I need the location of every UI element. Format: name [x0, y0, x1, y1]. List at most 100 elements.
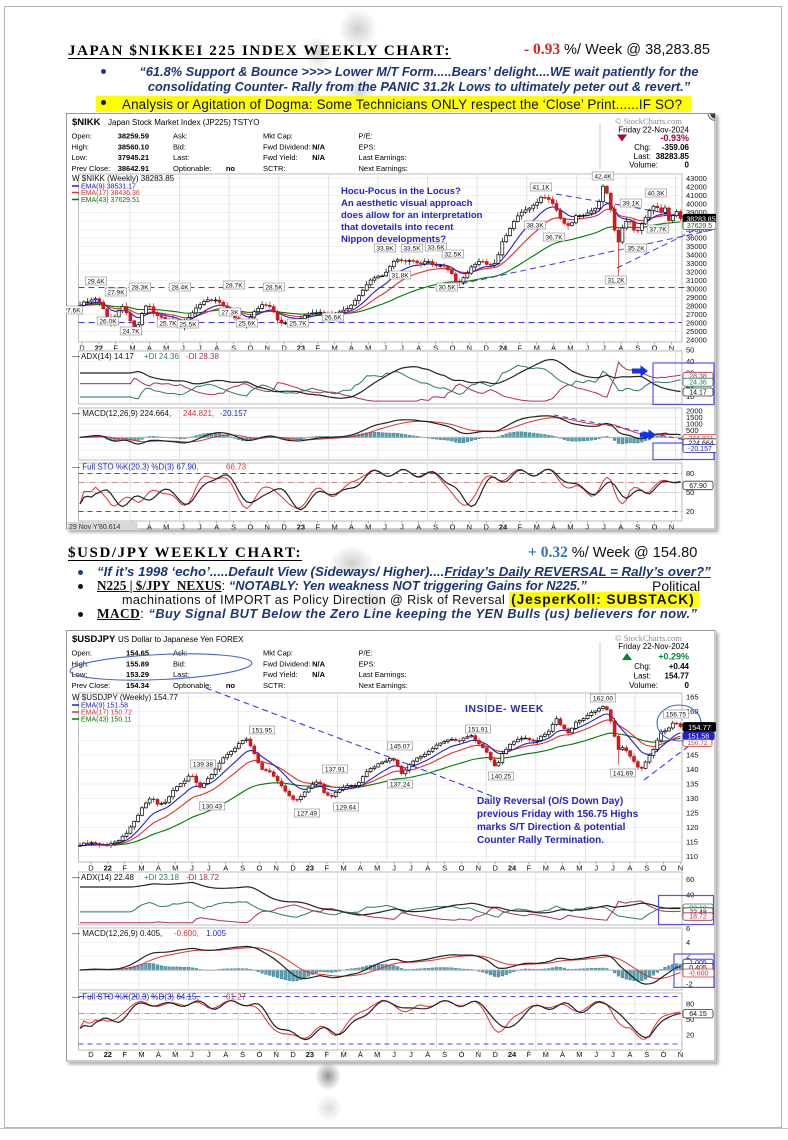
svg-text:S: S [635, 344, 640, 353]
svg-text:27000: 27000 [686, 310, 707, 319]
svg-text:© StockCharts.com: © StockCharts.com [615, 116, 682, 126]
svg-text:F: F [518, 523, 523, 531]
svg-text:150.72: 150.72 [688, 740, 708, 747]
svg-text:M: M [340, 1050, 346, 1059]
svg-text:2000: 2000 [686, 406, 703, 415]
svg-text:A: A [416, 523, 421, 531]
svg-text:Low:: Low: [72, 153, 88, 162]
svg-text:Next Earnings:: Next Earnings: [359, 681, 408, 690]
svg-text:37629.5: 37629.5 [687, 223, 712, 230]
svg-text:EMA(17) 38436.36: EMA(17) 38436.36 [81, 190, 140, 197]
svg-text:Mkt Cap:: Mkt Cap: [263, 649, 293, 658]
svg-text:135: 135 [686, 780, 699, 789]
svg-text:F: F [316, 344, 321, 353]
svg-text:— MACD(12,26,9) 224.664,: — MACD(12,26,9) 224.664, [72, 409, 171, 418]
svg-text:20: 20 [686, 507, 694, 516]
svg-text:154.77: 154.77 [665, 672, 690, 681]
svg-text:N/A: N/A [312, 659, 326, 668]
svg-text:145.07: 145.07 [390, 743, 411, 750]
svg-text:J: J [611, 1050, 615, 1059]
svg-text:27.9K: 27.9K [107, 289, 125, 296]
svg-text:D: D [290, 1050, 296, 1059]
svg-text:165: 165 [686, 693, 699, 702]
svg-text:N/A: N/A [312, 142, 326, 151]
svg-text:125: 125 [686, 809, 699, 818]
svg-text:Last:: Last: [173, 670, 189, 679]
svg-text:0.405: 0.405 [689, 965, 707, 972]
svg-text:1500: 1500 [686, 413, 703, 422]
svg-text:Friday 22-Nov-2024: Friday 22-Nov-2024 [618, 126, 689, 135]
svg-text:-DI 18.72: -DI 18.72 [186, 873, 219, 882]
svg-text:M: M [576, 1050, 582, 1059]
svg-text:22: 22 [104, 864, 112, 873]
svg-text:A: A [425, 864, 430, 873]
svg-text:A: A [214, 344, 219, 353]
svg-text:W $USDJPY (Weekly) 154.77: W $USDJPY (Weekly) 154.77 [72, 693, 179, 702]
svg-text:US Dollar to Japanese Yen FORE: US Dollar to Japanese Yen FOREX [118, 635, 244, 644]
svg-text:S: S [433, 344, 438, 353]
svg-text:M: M [534, 344, 540, 353]
svg-text:N: N [467, 344, 472, 353]
svg-text:A: A [627, 1050, 632, 1059]
svg-text:A: A [627, 864, 632, 873]
svg-text:P/E:: P/E: [359, 132, 373, 141]
svg-text:66.73: 66.73 [226, 463, 247, 472]
svg-text:+0.29%: +0.29% [658, 652, 689, 662]
svg-text:Fwd Dividend:: Fwd Dividend: [263, 142, 311, 151]
svg-text:-20.157: -20.157 [220, 409, 248, 418]
svg-text:Last:: Last: [173, 153, 189, 162]
svg-text:22: 22 [104, 1050, 112, 1059]
svg-text:SCTR:: SCTR: [263, 164, 286, 173]
svg-text:SCTR:: SCTR: [263, 681, 286, 690]
svg-text:J: J [190, 864, 194, 873]
svg-text:145: 145 [686, 751, 699, 760]
svg-text:J: J [383, 523, 387, 531]
svg-text:18.72: 18.72 [689, 914, 707, 921]
svg-text:O: O [450, 344, 456, 353]
svg-text:J: J [198, 523, 202, 531]
svg-text:F: F [316, 523, 321, 531]
svg-text:O: O [256, 864, 262, 873]
svg-text:153.29: 153.29 [126, 670, 149, 679]
svg-text:O: O [652, 344, 658, 353]
svg-text:140: 140 [686, 765, 699, 774]
svg-text:Mkt Cap:: Mkt Cap: [263, 132, 293, 141]
svg-text:38642.91: 38642.91 [118, 164, 149, 173]
svg-text:23: 23 [297, 344, 305, 353]
svg-text:80: 80 [686, 469, 694, 478]
svg-text:EMA(9) 38531.17: EMA(9) 38531.17 [81, 184, 136, 191]
svg-text:139.38: 139.38 [193, 761, 214, 768]
svg-text:-0.600,: -0.600, [174, 929, 199, 938]
svg-text:A: A [560, 864, 565, 873]
svg-text:Last Earnings:: Last Earnings: [359, 670, 407, 679]
svg-text:no: no [226, 681, 236, 690]
svg-text:151.95: 151.95 [252, 727, 273, 734]
svg-text:D: D [483, 344, 489, 353]
svg-text:33.6K: 33.6K [427, 244, 445, 251]
svg-text:24: 24 [508, 1050, 517, 1059]
svg-text:129.64: 129.64 [336, 804, 357, 811]
svg-text:J: J [594, 864, 598, 873]
svg-text:Chg:: Chg: [634, 143, 651, 152]
svg-text:D: D [281, 344, 287, 353]
svg-text:38283.85: 38283.85 [656, 152, 690, 161]
svg-text:151.91: 151.91 [468, 726, 489, 733]
svg-text:Bid:: Bid: [173, 142, 186, 151]
svg-text:EPS:: EPS: [359, 659, 376, 668]
svg-text:28.5K: 28.5K [265, 284, 283, 291]
svg-text:Fwd Yield:: Fwd Yield: [263, 153, 298, 162]
svg-text:O: O [459, 1050, 465, 1059]
svg-text:120: 120 [686, 823, 699, 832]
svg-text:N: N [264, 344, 269, 353]
svg-text:41.1K: 41.1K [532, 184, 550, 191]
svg-text:M: M [138, 1050, 144, 1059]
svg-text:23: 23 [297, 523, 305, 531]
svg-text:64.15: 64.15 [689, 1011, 707, 1018]
svg-text:42.4K: 42.4K [594, 173, 612, 180]
svg-text:Hocu-Pocus in the Locus?: Hocu-Pocus in the Locus? [341, 186, 461, 197]
svg-text:P/E:: P/E: [359, 649, 373, 658]
svg-text:J: J [602, 523, 606, 531]
svg-text:M: M [172, 1050, 178, 1059]
svg-text:40.3K: 40.3K [647, 190, 665, 197]
svg-text:34000: 34000 [686, 251, 707, 260]
